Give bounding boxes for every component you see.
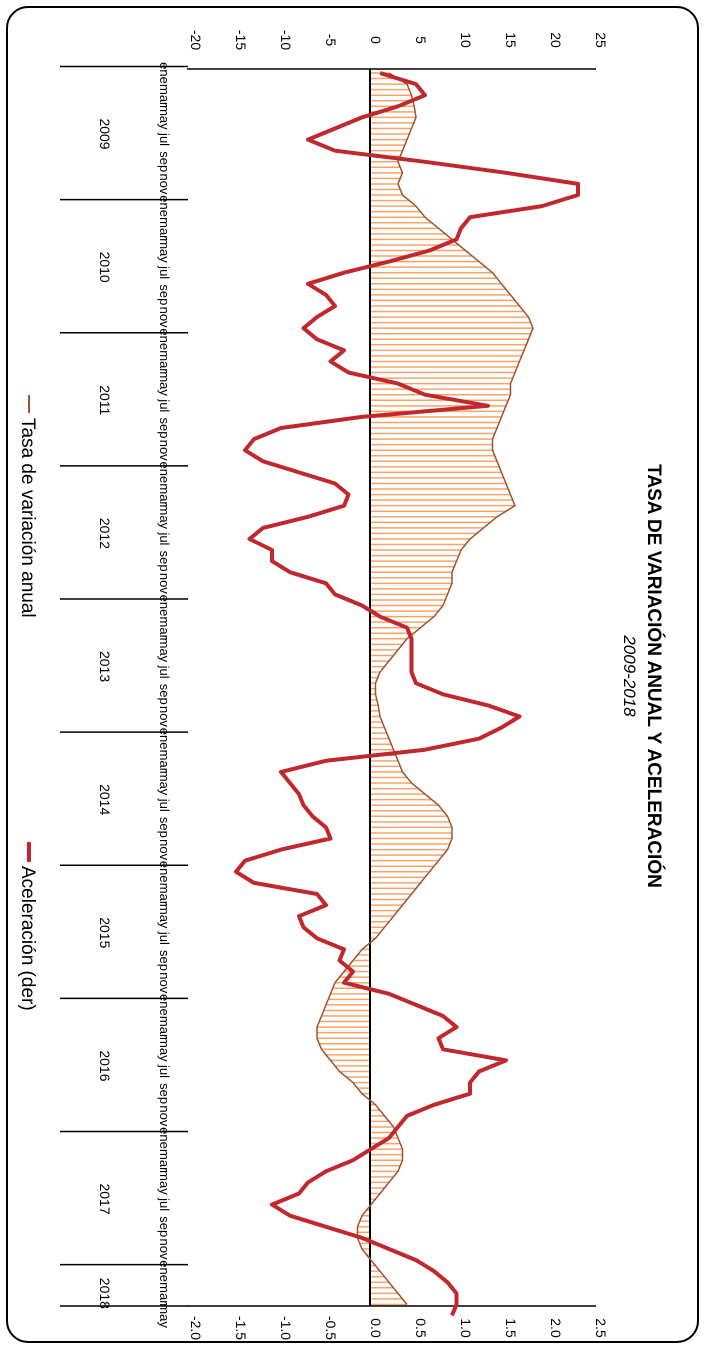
month-label: ene (157, 195, 172, 217)
right-axis-tick-label: 1.0 (458, 1318, 474, 1338)
chart-subtitle: 2009-2018 (620, 634, 639, 717)
month-label: may (157, 1170, 172, 1195)
month-label: jul (157, 132, 172, 146)
month-label: jul (157, 265, 172, 279)
year-label: 2010 (97, 252, 113, 283)
text-group: -20 -15 -10 -5 0 5 10 15 20 25 -2.0 -1.5 -1.0 -0.5 0.0… (17, 30, 665, 1340)
month-label: may (157, 371, 172, 396)
month-label: ene (157, 62, 172, 84)
month-label: mar (157, 350, 172, 373)
month-label: may (157, 238, 172, 263)
month-label: nov (157, 573, 172, 594)
month-label: jul (157, 931, 172, 945)
right-axis-tick-label: -1.5 (233, 1316, 249, 1340)
chart-title: TASA DE VARIACIÓN ANUAL Y ACELERACIÓN (643, 464, 665, 888)
month-label: ene (157, 994, 172, 1016)
month-label: mar (157, 84, 172, 107)
month-label: nov (157, 173, 172, 194)
month-label: jul (157, 1197, 172, 1211)
series-line-aceleracion (234, 71, 580, 1317)
chart-frame (6, 6, 699, 1343)
month-label: nov (157, 706, 172, 727)
month-label: may (157, 105, 172, 130)
month-label: ene (157, 595, 172, 617)
year-label: 2016 (97, 1050, 113, 1081)
axes-group (60, 65, 596, 1307)
right-axis-tick-label: 0.5 (413, 1318, 429, 1338)
month-label: sep (157, 151, 172, 172)
month-label: jul (157, 398, 172, 412)
month-label: nov (157, 1238, 172, 1259)
right-axis-tick-label: 2.0 (548, 1318, 564, 1338)
left-axis-tick-label: 15 (503, 32, 519, 48)
month-label: jul (157, 798, 172, 812)
left-axis-tick-label: 20 (548, 32, 564, 48)
month-label: mar (157, 1016, 172, 1039)
year-label: 2009 (97, 118, 113, 149)
month-label: jul (157, 1064, 172, 1078)
month-label: nov (157, 307, 172, 328)
series-line-tasa (316, 72, 534, 1305)
year-label: 2011 (97, 385, 113, 415)
month-label: nov (157, 1105, 172, 1126)
area-fill-group (317, 72, 533, 1306)
month-label: sep (157, 1216, 172, 1237)
month-label: sep (157, 551, 172, 572)
month-label: ene (157, 462, 172, 484)
month-label: nov (157, 440, 172, 461)
month-label: ene (157, 1127, 172, 1149)
month-label: jul (157, 665, 172, 679)
month-label: mar (157, 750, 172, 773)
month-label: mar (157, 217, 172, 240)
year-label: 2015 (97, 917, 113, 948)
month-label: sep (157, 950, 172, 971)
left-axis-tick-label: 5 (413, 36, 429, 44)
month-label: sep (157, 284, 172, 305)
month-label: sep (157, 418, 172, 439)
left-axis-tick-label: -5 (323, 34, 339, 47)
right-axis-tick-label: 2.5 (593, 1318, 609, 1338)
month-label: ene (157, 1260, 172, 1282)
left-axis-tick-label: -10 (278, 30, 294, 50)
month-label: may (157, 904, 172, 929)
legend-label-aceleracion: Aceleración (der) (17, 866, 38, 1011)
left-axis-tick-label: 25 (593, 32, 609, 48)
year-label: 2014 (97, 784, 113, 815)
month-label: sep (157, 817, 172, 838)
month-label: ene (157, 728, 172, 750)
month-label: may (157, 504, 172, 529)
left-axis-tick-label: -20 (188, 30, 204, 50)
left-axis-tick-label: 0 (368, 36, 384, 44)
month-label: mar (157, 617, 172, 640)
month-label: mar (157, 1282, 172, 1305)
month-label: may (157, 1303, 172, 1328)
right-axis-tick-label: 1.5 (503, 1318, 519, 1338)
year-label: 2012 (97, 518, 113, 549)
month-label: jul (157, 531, 172, 545)
year-label: 2017 (97, 1183, 113, 1214)
month-label: sep (157, 684, 172, 705)
month-label: may (157, 1037, 172, 1062)
right-axis-tick-label: -1.0 (278, 1316, 294, 1340)
year-label: 2013 (97, 651, 113, 682)
month-label: may (157, 771, 172, 796)
right-axis-tick-label: 0.0 (368, 1318, 384, 1338)
month-label: ene (157, 328, 172, 350)
month-label: ene (157, 861, 172, 883)
series-lines-group (234, 71, 580, 1317)
month-label: sep (157, 1083, 172, 1104)
right-axis-tick-label: -0.5 (323, 1316, 339, 1340)
month-label: mar (157, 483, 172, 506)
year-label: 2018 (97, 1278, 113, 1309)
left-axis-tick-label: 10 (458, 32, 474, 48)
right-axis-tick-label: -2.0 (188, 1316, 204, 1340)
month-label: nov (157, 972, 172, 993)
month-label: nov (157, 839, 172, 860)
legend-label-tasa: Tasa de variación anual (17, 418, 38, 618)
month-label: may (157, 638, 172, 663)
month-label: mar (157, 883, 172, 906)
month-label: mar (157, 1149, 172, 1172)
left-axis-tick-label: -15 (233, 30, 249, 50)
